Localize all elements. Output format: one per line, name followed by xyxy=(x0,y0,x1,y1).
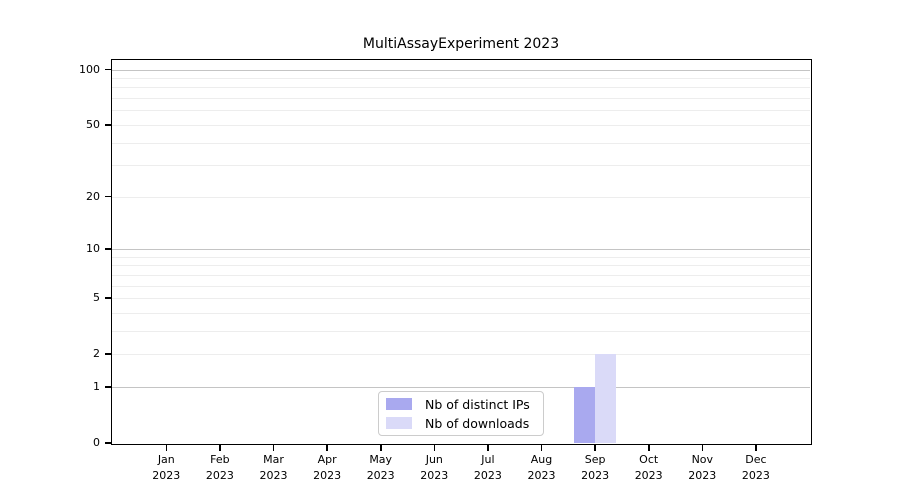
plot-frame xyxy=(110,58,812,445)
y-tick-mark xyxy=(105,195,111,198)
x-tick-label: Apr 2023 xyxy=(313,453,342,482)
bar-downloads xyxy=(595,354,617,443)
gridline-minor xyxy=(112,98,810,99)
x-tick-mark xyxy=(219,444,221,451)
y-tick-label: 20 xyxy=(86,189,100,203)
gridline-minor xyxy=(112,274,810,276)
x-tick-label: Dec 2023 xyxy=(741,453,770,482)
y-tick-label: 100 xyxy=(79,62,100,76)
x-tick-mark xyxy=(594,444,596,451)
y-tick-mark xyxy=(105,68,111,71)
x-tick-mark xyxy=(701,444,703,451)
gridline-minor xyxy=(112,124,810,126)
gridline-minor xyxy=(112,285,810,287)
y-tick-mark xyxy=(105,124,111,126)
x-tick-mark xyxy=(540,444,543,451)
gridline-minor xyxy=(112,165,810,167)
gridline-minor xyxy=(112,298,810,299)
legend-item-distinct-ips: Nb of distinct IPs xyxy=(386,396,536,412)
x-tick-label: May 2023 xyxy=(366,453,395,482)
gridline-minor xyxy=(112,142,810,144)
gridline-decade xyxy=(112,69,810,71)
x-tick-label: Oct 2023 xyxy=(634,453,663,482)
gridline-minor xyxy=(112,330,810,332)
downloads-swatch-icon xyxy=(386,417,412,429)
y-tick-label: 10 xyxy=(86,241,100,255)
x-tick-label: Aug 2023 xyxy=(527,453,556,482)
legend: Nb of distinct IPs Nb of downloads xyxy=(378,391,544,436)
x-tick-label: Jul 2023 xyxy=(473,453,502,482)
y-tick-label: 1 xyxy=(93,379,100,393)
x-tick-label: Mar 2023 xyxy=(259,453,288,482)
gridline-minor xyxy=(112,110,810,112)
gridline-minor xyxy=(112,196,810,198)
legend-label-distinct-ips: Nb of distinct IPs xyxy=(425,396,530,412)
x-tick-label: Jan 2023 xyxy=(152,453,181,482)
chart-title: MultiAssayExperiment 2023 xyxy=(362,36,560,52)
legend-item-downloads: Nb of downloads xyxy=(386,415,536,431)
y-tick-mark xyxy=(105,353,111,355)
x-tick-label: Sep 2023 xyxy=(581,453,610,482)
gridline-minor xyxy=(112,265,810,267)
x-tick-mark xyxy=(165,444,168,451)
distinct-ips-swatch-icon xyxy=(386,398,412,410)
y-tick-mark xyxy=(105,386,111,388)
gridline-decade xyxy=(112,386,810,388)
gridline-minor xyxy=(112,312,810,314)
x-tick-mark xyxy=(326,444,328,451)
x-tick-mark xyxy=(272,444,275,451)
x-tick-mark xyxy=(380,444,382,451)
y-tick-label: 50 xyxy=(86,117,100,131)
y-tick-label: 5 xyxy=(93,291,100,304)
x-tick-mark xyxy=(755,444,757,451)
y-tick-mark xyxy=(105,442,111,444)
bar-distinct-ips xyxy=(573,386,596,443)
y-tick-label: 2 xyxy=(93,347,100,361)
x-tick-mark xyxy=(648,444,650,451)
gridline-decade xyxy=(112,248,810,250)
gridline-minor xyxy=(112,256,810,258)
y-tick-mark xyxy=(105,297,111,299)
x-tick-mark xyxy=(487,444,489,451)
gridline-minor xyxy=(112,354,810,356)
y-tick-label: 0 xyxy=(93,436,100,449)
x-tick-label: Nov 2023 xyxy=(688,453,717,482)
y-tick-mark xyxy=(105,248,111,250)
x-tick-label: Feb 2023 xyxy=(205,453,234,482)
gridline-minor xyxy=(112,77,810,79)
gridline-minor xyxy=(112,87,810,89)
legend-label-downloads: Nb of downloads xyxy=(425,415,530,431)
x-tick-mark xyxy=(433,444,436,451)
x-tick-label: Jun 2023 xyxy=(420,453,449,482)
